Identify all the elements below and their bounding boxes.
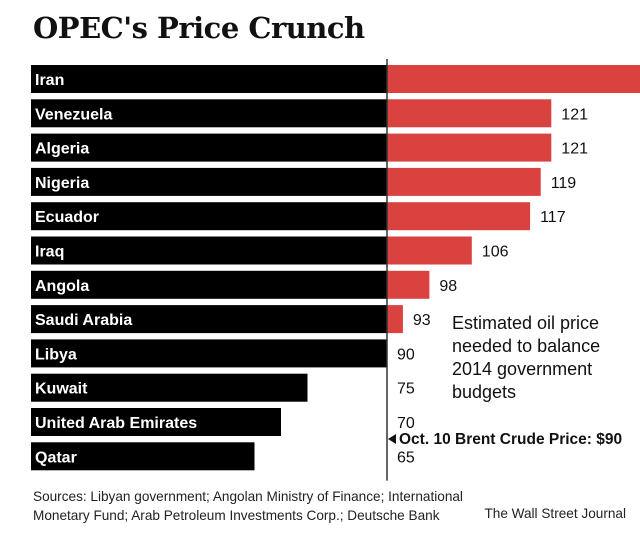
bar-row: Qatar 65 (31, 442, 415, 471)
bar-row: Saudi Arabia 93 (31, 305, 431, 334)
category-label: Nigeria (35, 175, 89, 192)
bar-row: Libya 90 (31, 339, 415, 368)
bar-base (31, 202, 387, 231)
category-label: Ecuador (35, 209, 99, 226)
bar-excess (387, 133, 552, 162)
bar-base (31, 167, 387, 196)
value-label: 117 (540, 209, 566, 226)
bar-base (31, 65, 387, 93)
bar-excess (387, 236, 472, 265)
bar-row: Algeria 121 (31, 133, 588, 162)
category-label: United Arab Emirates (35, 415, 197, 432)
category-label: Algeria (35, 141, 89, 158)
bar-excess (387, 270, 430, 299)
left-pointer-icon (388, 434, 396, 444)
bar-excess (387, 202, 531, 231)
category-label: Angola (35, 278, 89, 295)
value-label: 70 (397, 415, 415, 432)
value-label: 119 (551, 175, 577, 192)
category-label: Saudi Arabia (35, 312, 132, 329)
value-label: 98 (439, 278, 457, 295)
bar-base (31, 133, 387, 162)
sources-note: Sources: Libyan government; Angolan Mini… (33, 487, 463, 525)
bar-base (31, 339, 387, 368)
value-label: 121 (561, 141, 588, 158)
bar-row: Angola 98 (31, 270, 457, 299)
value-label: 75 (397, 381, 415, 398)
value-label: 106 (482, 244, 509, 261)
category-label: Kuwait (35, 381, 88, 398)
bar-row: Venezuela 121 (31, 99, 588, 128)
sources-line: Monetary Fund; Arab Petroleum Investment… (33, 508, 440, 523)
bar-excess (387, 65, 640, 93)
bar-base (31, 408, 281, 436)
reference-line-label: Oct. 10 Brent Crude Price: $90 (388, 431, 622, 449)
publisher-credit: The Wall Street Journal (484, 506, 626, 521)
value-label: 90 (397, 346, 415, 363)
bars-layer: Iran$140 Venezuela 121 Algeria 121 Nigeria 119… (31, 65, 640, 471)
value-label: 93 (413, 312, 431, 329)
bar-base (31, 270, 387, 299)
bar-row: Iran$140 (31, 65, 640, 93)
bar-excess (387, 99, 552, 128)
bar-base (31, 373, 308, 402)
bar-row: United Arab Emirates 70 (31, 408, 415, 436)
bar-base (31, 442, 255, 471)
bar-row: Nigeria 119 (31, 167, 577, 196)
bar-excess (387, 305, 403, 334)
bar-base (31, 305, 387, 334)
chart-title: OPEC's Price Crunch (33, 11, 365, 45)
category-label: Libya (35, 346, 77, 363)
value-label: 121 (561, 106, 588, 123)
bar-base (31, 99, 387, 128)
category-label: Venezuela (35, 106, 112, 123)
bar-row: Iraq 106 (31, 236, 509, 265)
category-label: Iran (35, 72, 64, 89)
annotation-text: Estimated oil price needed to balance 20… (452, 313, 601, 402)
category-label: Iraq (35, 244, 64, 261)
category-label: Qatar (35, 449, 77, 466)
bar-row: Ecuador 117 (31, 202, 566, 231)
bar-base (31, 236, 387, 265)
sources-line: Sources: Libyan government; Angolan Mini… (33, 489, 463, 504)
value-label: 65 (397, 449, 415, 466)
reference-line-text: Oct. 10 Brent Crude Price: $90 (399, 431, 623, 448)
bar-excess (387, 167, 541, 196)
bar-row: Kuwait 75 (31, 373, 415, 402)
